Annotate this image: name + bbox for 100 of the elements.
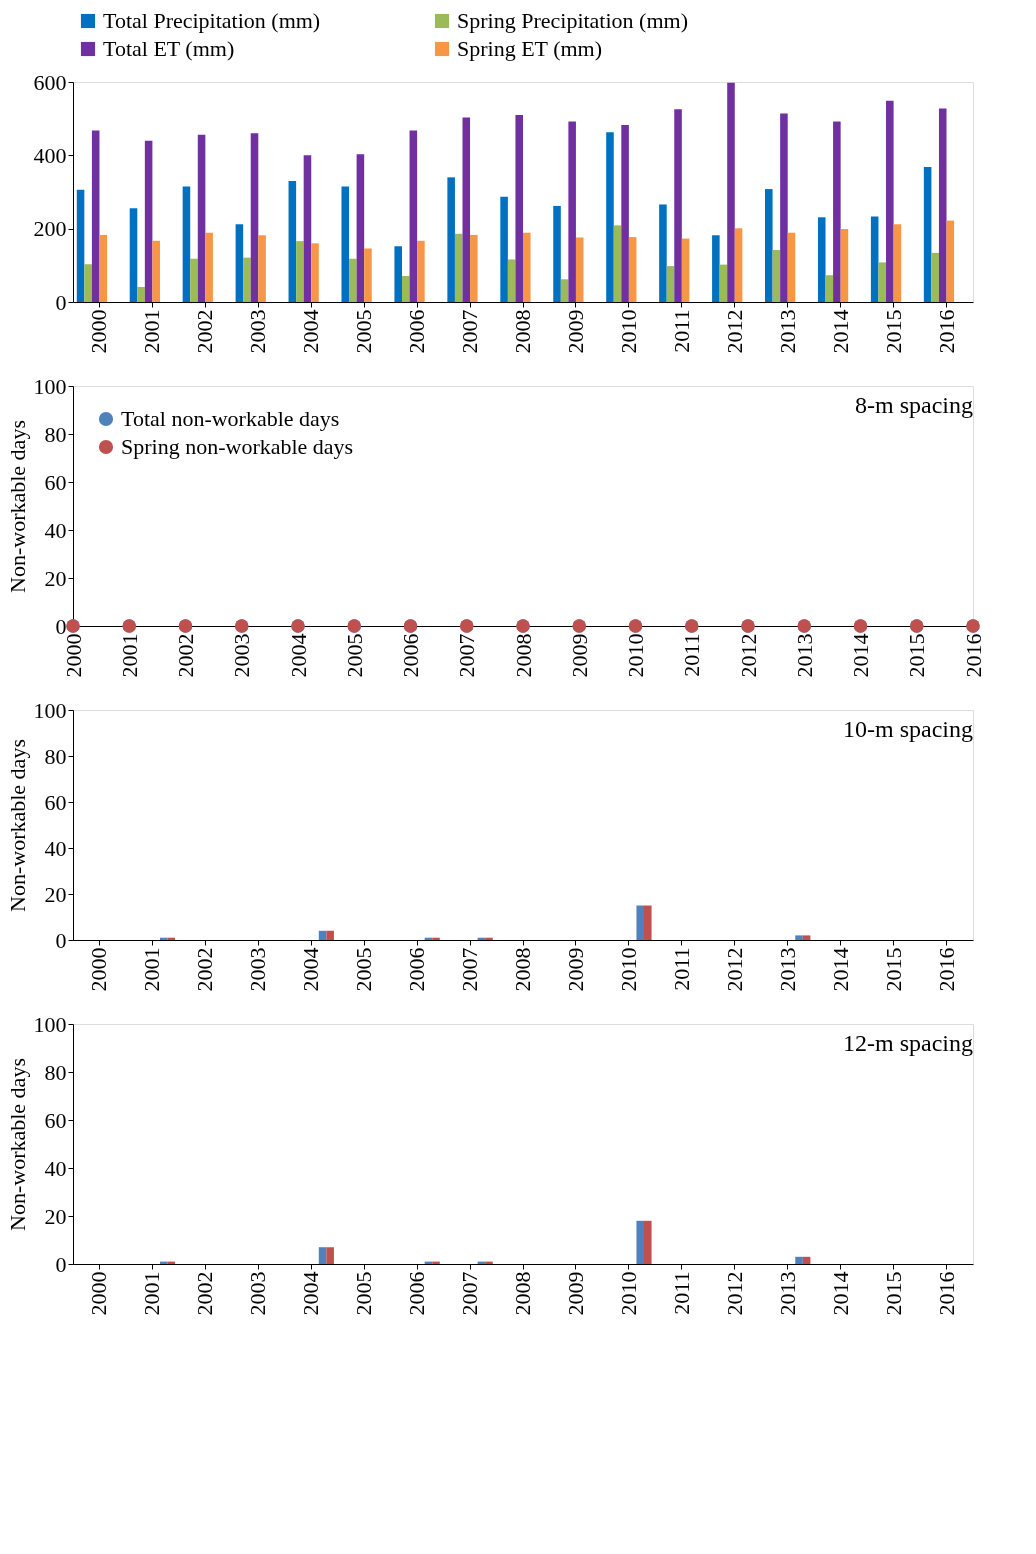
x-tick-label: 2011 bbox=[668, 1271, 694, 1315]
y-tick-label: 20 bbox=[44, 1203, 67, 1229]
x-tick-label: 2003 bbox=[245, 309, 271, 354]
x-tick-label: 2004 bbox=[298, 1271, 324, 1316]
x-tick-label: 2013 bbox=[774, 1271, 800, 1316]
y-axis-title: Non-workable days bbox=[4, 739, 30, 912]
annotation: 10-m spacing bbox=[843, 716, 973, 742]
y-tick-label: 40 bbox=[44, 517, 67, 543]
x-tick-label: 2014 bbox=[848, 633, 873, 678]
x-tick-label: 2006 bbox=[404, 947, 430, 992]
x-tick-label: 2002 bbox=[173, 633, 198, 678]
x-tick-label: 2003 bbox=[229, 633, 255, 678]
x-tick-label: 2013 bbox=[774, 309, 800, 354]
x-tick-label: 2004 bbox=[285, 633, 311, 678]
y-tick-label: 100 bbox=[33, 697, 67, 723]
x-tick-label: 2006 bbox=[404, 309, 430, 354]
y-tick-label: 80 bbox=[44, 421, 67, 447]
y-tick-label: 600 bbox=[33, 69, 67, 95]
legend-label: Total Precipitation (mm) bbox=[103, 8, 321, 33]
x-tick-label: 2015 bbox=[880, 309, 906, 354]
legend-label: Total non-workable days bbox=[121, 406, 340, 431]
y-tick-label: 60 bbox=[44, 789, 67, 815]
x-tick-label: 2005 bbox=[351, 309, 377, 354]
x-tick-label: 2011 bbox=[668, 309, 694, 353]
y-tick-label: 40 bbox=[44, 1155, 67, 1181]
x-tick-label: 2004 bbox=[298, 309, 324, 354]
x-tick-label: 2001 bbox=[116, 633, 142, 678]
x-tick-label: 2014 bbox=[827, 947, 853, 992]
legend-label: Total ET (mm) bbox=[103, 36, 235, 61]
y-tick-label: 200 bbox=[33, 216, 67, 242]
x-tick-label: 2013 bbox=[774, 947, 800, 992]
y-tick-label: 0 bbox=[55, 289, 67, 315]
y-axis-title: Non-workable days bbox=[4, 1058, 30, 1231]
y-tick-label: 400 bbox=[33, 142, 67, 168]
x-tick-label: 2000 bbox=[86, 1271, 112, 1316]
x-tick-label: 2002 bbox=[192, 947, 218, 992]
x-tick-label: 2011 bbox=[679, 633, 705, 677]
x-tick-label: 2006 bbox=[398, 633, 423, 678]
annotation: 8-m spacing bbox=[855, 392, 973, 418]
x-tick-label: 2003 bbox=[245, 947, 271, 992]
x-tick-label: 2008 bbox=[510, 1271, 535, 1316]
y-tick-label: 20 bbox=[44, 881, 67, 907]
x-tick-label: 2014 bbox=[827, 309, 853, 354]
x-tick-label: 2009 bbox=[562, 1271, 588, 1316]
x-tick-label: 2007 bbox=[457, 947, 483, 992]
x-tick-label: 2010 bbox=[615, 309, 641, 354]
x-tick-label: 2012 bbox=[735, 633, 761, 678]
x-tick-label: 2008 bbox=[510, 309, 535, 354]
x-tick-label: 2009 bbox=[562, 947, 588, 992]
x-tick-label: 2010 bbox=[615, 947, 641, 992]
y-tick-label: 100 bbox=[33, 373, 67, 399]
x-tick-label: 2007 bbox=[457, 309, 483, 354]
y-tick-label: 100 bbox=[33, 1011, 67, 1037]
x-tick-label: 2015 bbox=[904, 633, 930, 678]
x-tick-label: 2012 bbox=[721, 309, 747, 354]
y-tick-label: 80 bbox=[44, 1059, 67, 1085]
x-tick-label: 2000 bbox=[86, 947, 112, 992]
x-tick-label: 2002 bbox=[192, 309, 218, 354]
x-tick-label: 2005 bbox=[351, 1271, 377, 1316]
x-tick-label: 2009 bbox=[566, 633, 592, 678]
x-tick-label: 2016 bbox=[933, 1271, 959, 1316]
x-tick-label: 2000 bbox=[86, 309, 112, 354]
y-tick-label: 60 bbox=[44, 1107, 67, 1133]
annotation: 12-m spacing bbox=[843, 1030, 973, 1056]
x-tick-label: 2014 bbox=[827, 1271, 853, 1316]
x-tick-label: 2015 bbox=[880, 947, 906, 992]
x-tick-label: 2005 bbox=[341, 633, 367, 678]
x-tick-label: 2001 bbox=[139, 947, 165, 992]
x-tick-label: 2012 bbox=[721, 947, 747, 992]
x-tick-label: 2012 bbox=[721, 1271, 747, 1316]
x-tick-label: 2009 bbox=[562, 309, 588, 354]
x-tick-label: 2016 bbox=[933, 947, 959, 992]
x-tick-label: 2003 bbox=[245, 1271, 271, 1316]
x-tick-label: 2006 bbox=[404, 1271, 430, 1316]
y-tick-label: 0 bbox=[55, 1251, 67, 1277]
x-tick-label: 2001 bbox=[139, 309, 165, 354]
x-tick-label: 2011 bbox=[668, 947, 694, 991]
x-tick-label: 2008 bbox=[510, 633, 536, 678]
x-tick-label: 2013 bbox=[791, 633, 817, 678]
y-tick-label: 60 bbox=[44, 469, 67, 495]
y-axis-title: Non-workable days bbox=[4, 420, 30, 593]
x-tick-label: 2004 bbox=[298, 947, 324, 992]
y-tick-label: 0 bbox=[55, 927, 67, 953]
y-tick-label: 40 bbox=[44, 835, 67, 861]
y-tick-label: 80 bbox=[44, 743, 67, 769]
legend-label: Spring Precipitation (mm) bbox=[457, 8, 688, 33]
legend-label: Spring non-workable days bbox=[121, 434, 354, 459]
x-tick-label: 2005 bbox=[351, 947, 377, 992]
x-tick-label: 2016 bbox=[933, 309, 959, 354]
legend-label: Spring ET (mm) bbox=[457, 36, 603, 61]
x-tick-label: 2015 bbox=[880, 1271, 906, 1316]
x-tick-label: 2008 bbox=[510, 947, 535, 992]
x-tick-label: 2016 bbox=[960, 633, 986, 678]
x-tick-label: 2010 bbox=[623, 633, 648, 678]
x-tick-label: 2001 bbox=[139, 1271, 165, 1316]
x-tick-label: 2010 bbox=[615, 1271, 641, 1316]
x-tick-label: 2002 bbox=[192, 1271, 218, 1316]
y-tick-label: 20 bbox=[44, 565, 67, 591]
x-tick-label: 2007 bbox=[454, 633, 480, 678]
x-tick-label: 2007 bbox=[457, 1271, 483, 1316]
